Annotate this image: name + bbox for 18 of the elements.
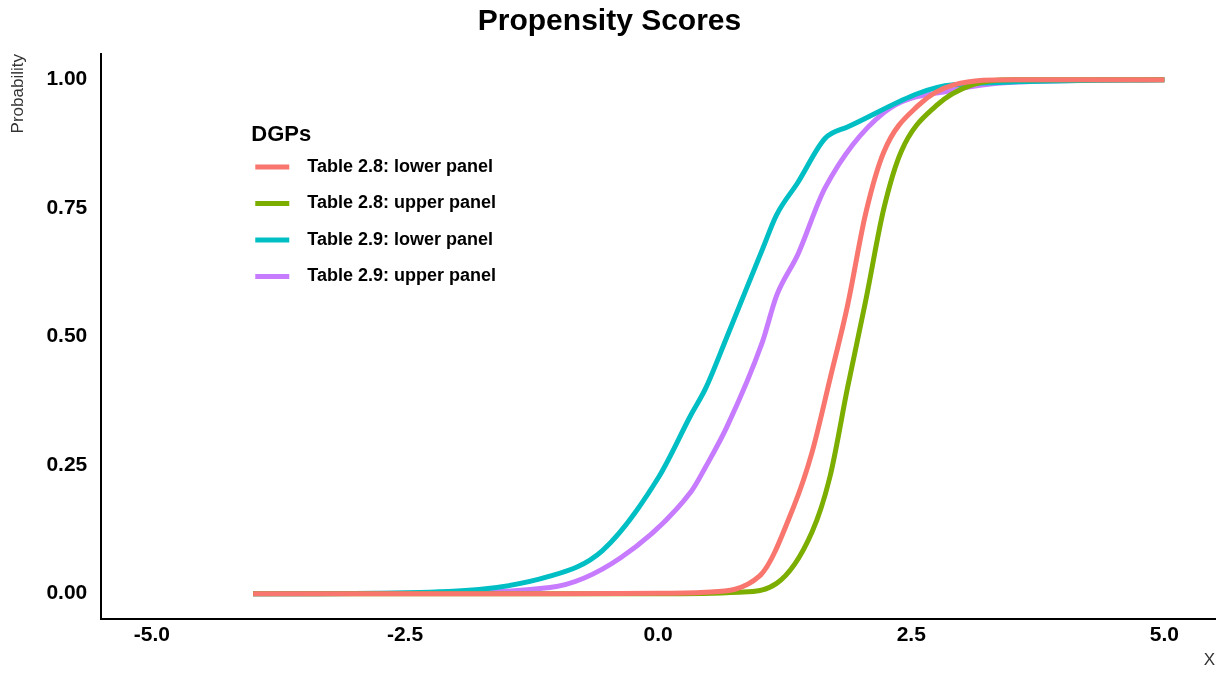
y-tick-label: 0.25 [46,452,88,475]
y-tick-label: 1.00 [46,66,88,90]
x-tick-label: 0.0 [643,621,673,645]
chart-title: Propensity Scores [477,3,742,37]
x-axis-title: X [1203,650,1215,670]
y-tick-label: 0.75 [46,195,88,218]
x-tick-label: 5.0 [1149,621,1179,645]
x-tick-label: 2.5 [896,621,927,645]
legend-label: Table 2.9: upper panel [307,265,496,286]
y-axis-title: Probability [7,53,27,134]
x-tick-label: -2.5 [386,621,424,645]
legend-title: DGPs [251,121,312,147]
y-tick-label: 0.00 [46,580,88,604]
x-tick-label: -5.0 [133,621,170,645]
legend-label: Table 2.8: upper panel [307,192,496,213]
legend-label: Table 2.8: lower panel [307,155,494,176]
legend-label: Table 2.9: lower panel [307,228,494,249]
y-tick-label: 0.50 [46,323,88,347]
